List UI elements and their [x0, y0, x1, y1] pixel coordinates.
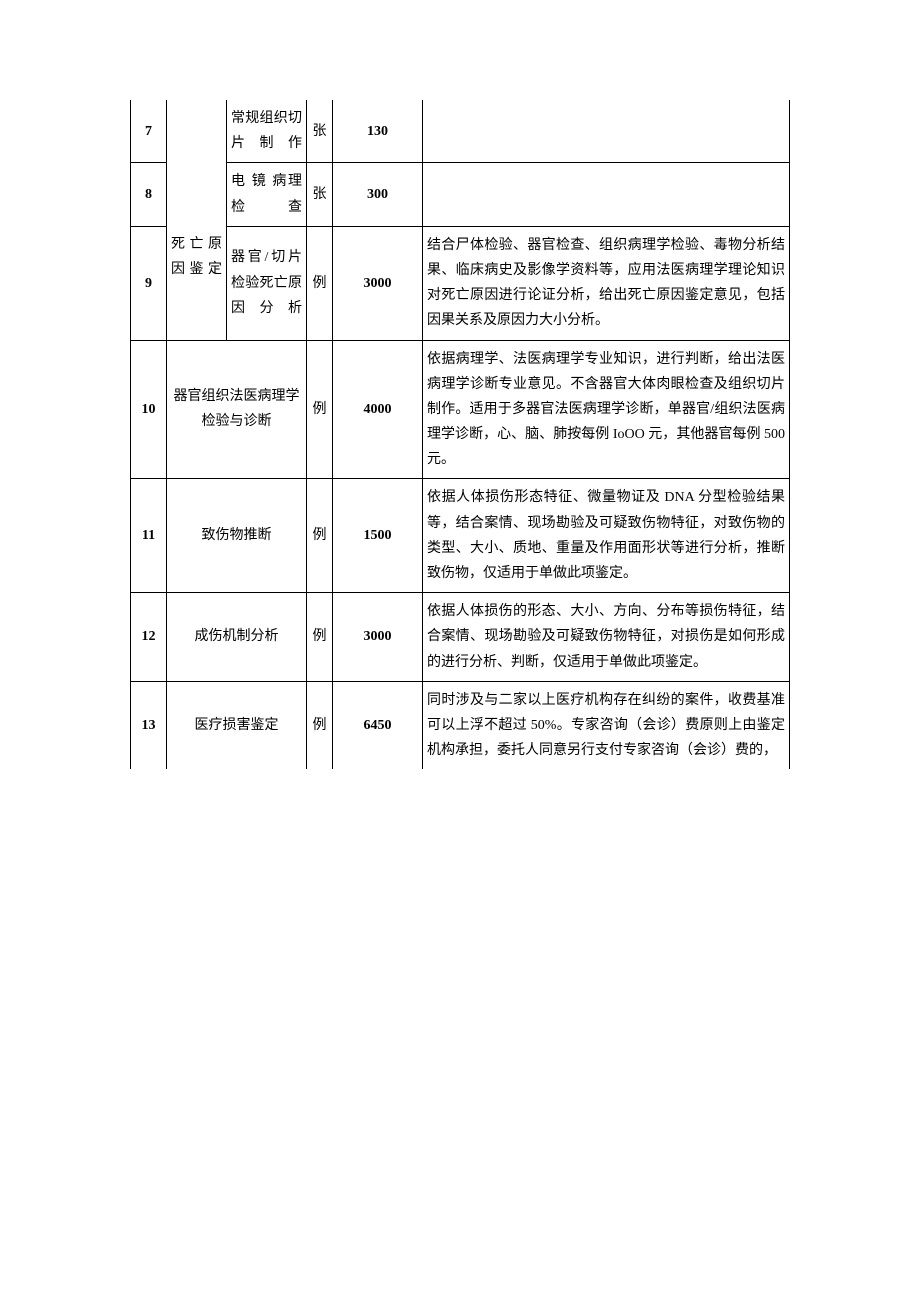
desc-cell: 依据病理学、法医病理学专业知识，进行判断，给出法医病理学诊断专业意见。不含器官大…: [423, 340, 790, 479]
price-cell: 6450: [333, 681, 423, 769]
item-cell: 成伤机制分析: [167, 593, 307, 682]
table-row: 8 电 镜 病理检查 张 300: [131, 163, 790, 226]
row-index: 9: [131, 226, 167, 340]
table-row: 13 医疗损害鉴定 例 6450 同时涉及与二家以上医疗机构存在纠纷的案件，收费…: [131, 681, 790, 769]
unit-cell: 例: [307, 593, 333, 682]
table-row: 11 致伤物推断 例 1500 依据人体损伤形态特征、微量物证及 DNA 分型检…: [131, 479, 790, 593]
unit-cell: 张: [307, 100, 333, 163]
price-cell: 300: [333, 163, 423, 226]
price-cell: 3000: [333, 593, 423, 682]
unit-cell: 张: [307, 163, 333, 226]
item-cell: 常规组织切片制作: [227, 100, 307, 163]
row-index: 8: [131, 163, 167, 226]
item-cell: 器官/切片检验死亡原因分析: [227, 226, 307, 340]
row-index: 7: [131, 100, 167, 163]
unit-cell: 例: [307, 226, 333, 340]
table-row: 7 常规组织切片制作 张 130: [131, 100, 790, 163]
row-index: 10: [131, 340, 167, 479]
table-row: 10 器官组织法医病理学检验与诊断 例 4000 依据病理学、法医病理学专业知识…: [131, 340, 790, 479]
item-cell: 致伤物推断: [167, 479, 307, 593]
price-cell: 4000: [333, 340, 423, 479]
item-cell: 电 镜 病理检查: [227, 163, 307, 226]
category-cell: [167, 100, 227, 226]
desc-cell: 依据人体损伤的形态、大小、方向、分布等损伤特征，结合案情、现场勘验及可疑致伤物特…: [423, 593, 790, 682]
price-cell: 130: [333, 100, 423, 163]
desc-cell: [423, 100, 790, 163]
table-row: 12 成伤机制分析 例 3000 依据人体损伤的形态、大小、方向、分布等损伤特征…: [131, 593, 790, 682]
unit-cell: 例: [307, 479, 333, 593]
row-index: 11: [131, 479, 167, 593]
document-page: 7 常规组织切片制作 张 130 8 电 镜 病理检查 张 300 9 死亡原因…: [0, 0, 920, 829]
unit-cell: 例: [307, 681, 333, 769]
item-cell: 医疗损害鉴定: [167, 681, 307, 769]
desc-cell: 依据人体损伤形态特征、微量物证及 DNA 分型检验结果等，结合案情、现场勘验及可…: [423, 479, 790, 593]
item-cell: 器官组织法医病理学检验与诊断: [167, 340, 307, 479]
price-cell: 1500: [333, 479, 423, 593]
row-index: 12: [131, 593, 167, 682]
category-cell: 死亡原因鉴定: [167, 226, 227, 340]
desc-cell: [423, 163, 790, 226]
table-row: 9 死亡原因鉴定 器官/切片检验死亡原因分析 例 3000 结合尸体检验、器官检…: [131, 226, 790, 340]
desc-cell: 同时涉及与二家以上医疗机构存在纠纷的案件，收费基准可以上浮不超过 50%。专家咨…: [423, 681, 790, 769]
row-index: 13: [131, 681, 167, 769]
desc-cell: 结合尸体检验、器官检查、组织病理学检验、毒物分析结果、临床病史及影像学资料等，应…: [423, 226, 790, 340]
price-cell: 3000: [333, 226, 423, 340]
unit-cell: 例: [307, 340, 333, 479]
pricing-table: 7 常规组织切片制作 张 130 8 电 镜 病理检查 张 300 9 死亡原因…: [130, 100, 790, 769]
